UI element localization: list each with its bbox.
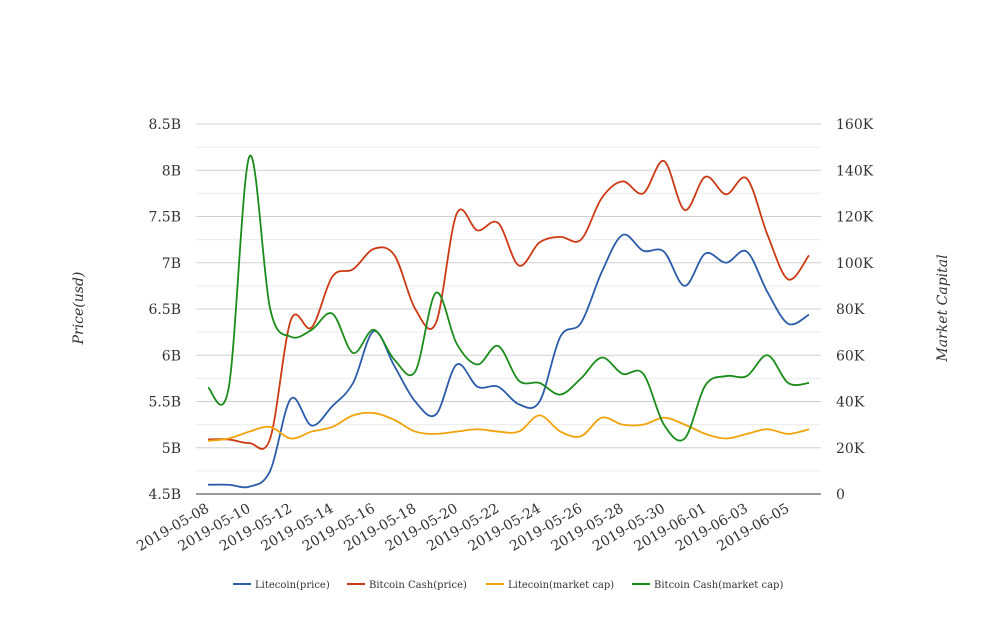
- series-line-bitcoin-cash-price: [207, 160, 810, 450]
- y-left-tick-label: 7B: [162, 256, 181, 272]
- legend-label: Litecoin(price): [255, 580, 330, 591]
- series-line-litecoin-price: [207, 233, 810, 489]
- y-right-tick-label: 0: [836, 487, 845, 503]
- y-right-tick-label: 140K: [836, 163, 874, 179]
- y-left-tick-label: 5.5B: [148, 395, 181, 411]
- y-left-tick-label: 6.5B: [148, 302, 181, 318]
- y-right-tick-label: 120K: [836, 210, 874, 226]
- legend-item-bitcoin-cash-price[interactable]: Bitcoin Cash(price): [347, 580, 467, 591]
- y-right-tick-label: 60K: [836, 348, 865, 364]
- series-line-bitcoin-cash-market-cap: [207, 154, 810, 442]
- y-left-tick-label: 7.5B: [148, 210, 181, 226]
- y-left-tick-label: 8B: [162, 163, 181, 179]
- gridlines: [196, 123, 821, 472]
- legend-item-bitcoin-cash-market-cap[interactable]: Bitcoin Cash(market cap): [632, 580, 783, 591]
- y-left-tick-label: 6B: [162, 348, 181, 364]
- y-left-tick-label: 5B: [162, 441, 181, 457]
- y-axis-right-title: Market Capital: [935, 254, 951, 362]
- legend-item-litecoin-market-cap[interactable]: Litecoin(market cap): [486, 580, 614, 591]
- y-left-tick-label: 4.5B: [148, 487, 181, 503]
- legend[interactable]: Litecoin(price) Bitcoin Cash(price) Liteco…: [233, 580, 783, 591]
- legend-label: Bitcoin Cash(price): [369, 580, 467, 591]
- y-right-tick-label: 20K: [836, 441, 865, 457]
- y-right-tick-label: 100K: [836, 256, 874, 272]
- legend-label: Litecoin(market cap): [508, 580, 614, 591]
- y-right-tick-label: 40K: [836, 395, 865, 411]
- y-axis-left-title: Price(usd): [71, 272, 87, 346]
- y-left-tick-label: 8.5B: [148, 117, 181, 133]
- legend-item-litecoin-price[interactable]: Litecoin(price): [233, 580, 330, 591]
- series-lines: [207, 154, 810, 489]
- legend-label: Bitcoin Cash(market cap): [654, 580, 783, 591]
- series-line-litecoin-market-cap: [207, 411, 810, 442]
- y-right-tick-label: 80K: [836, 302, 865, 318]
- y-right-tick-label: 160K: [836, 117, 874, 133]
